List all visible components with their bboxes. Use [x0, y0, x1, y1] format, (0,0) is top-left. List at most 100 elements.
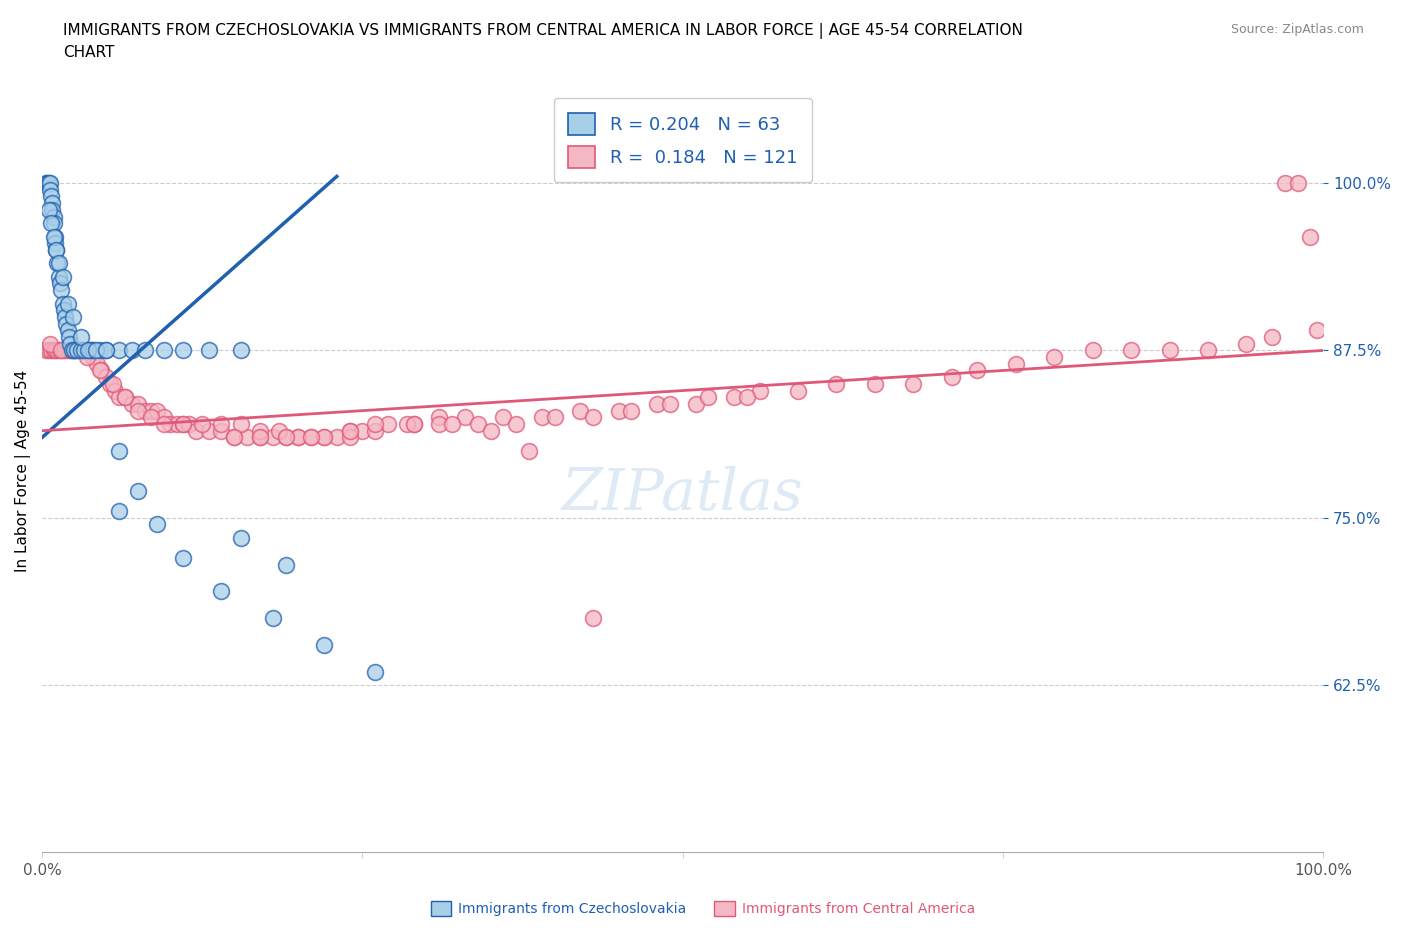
Point: [197, 423, 219, 438]
Text: IMMIGRANTS FROM CZECHOSLOVAKIA VS IMMIGRANTS FROM CENTRAL AMERICA IN LABOR FORCE: IMMIGRANTS FROM CZECHOSLOVAKIA VS IMMIGR…: [63, 23, 1024, 60]
Point: [211, 584, 233, 599]
Point: [236, 430, 259, 445]
Point: [84, 343, 107, 358]
Point: [1261, 329, 1284, 344]
Point: [645, 396, 668, 411]
Point: [479, 423, 502, 438]
Point: [146, 517, 169, 532]
Point: [262, 611, 284, 626]
Point: [58, 329, 80, 344]
Point: [229, 417, 252, 432]
Point: [39, 189, 62, 204]
Point: [299, 430, 322, 445]
Point: [114, 390, 136, 405]
Point: [172, 343, 194, 358]
Point: [66, 343, 89, 358]
Point: [42, 216, 65, 231]
Point: [134, 343, 156, 358]
Point: [38, 176, 60, 191]
Point: [46, 343, 69, 358]
Point: [723, 390, 745, 405]
Point: [82, 343, 104, 358]
Point: [59, 337, 82, 352]
Point: [53, 310, 76, 325]
Point: [38, 176, 60, 191]
Point: [582, 611, 605, 626]
Point: [76, 343, 98, 358]
Point: [427, 417, 450, 432]
Point: [184, 423, 207, 438]
Point: [121, 396, 143, 411]
Point: [42, 209, 65, 224]
Point: [104, 383, 127, 398]
Point: [108, 504, 131, 519]
Point: [172, 417, 194, 432]
Point: [1081, 343, 1104, 358]
Point: [748, 383, 770, 398]
Point: [364, 423, 387, 438]
Point: [685, 396, 707, 411]
Y-axis label: In Labor Force | Age 45-54: In Labor Force | Age 45-54: [15, 370, 31, 572]
Point: [48, 270, 70, 285]
Point: [69, 329, 91, 344]
Point: [287, 430, 309, 445]
Point: [339, 430, 361, 445]
Point: [38, 182, 60, 197]
Point: [166, 417, 188, 432]
Point: [86, 356, 108, 371]
Point: [96, 343, 118, 358]
Point: [1234, 337, 1257, 352]
Point: [49, 343, 72, 358]
Point: [274, 557, 297, 572]
Point: [1286, 176, 1309, 191]
Point: [352, 423, 374, 438]
Point: [56, 323, 79, 338]
Point: [269, 423, 291, 438]
Point: [44, 229, 66, 244]
Point: [139, 410, 162, 425]
Point: [153, 343, 176, 358]
Point: [35, 176, 58, 191]
Point: [127, 396, 149, 411]
Point: [530, 410, 553, 425]
Point: [62, 343, 84, 358]
Point: [224, 430, 246, 445]
Point: [51, 343, 73, 358]
Point: [1043, 350, 1066, 365]
Point: [51, 283, 73, 298]
Point: [55, 316, 77, 331]
Point: [339, 423, 361, 438]
Point: [249, 430, 271, 445]
Point: [35, 343, 58, 358]
Point: [127, 404, 149, 418]
Point: [76, 350, 98, 365]
Point: [172, 551, 194, 565]
Point: [82, 350, 104, 365]
Point: [96, 370, 118, 385]
Point: [1004, 356, 1026, 371]
Point: [229, 530, 252, 545]
Point: [402, 417, 425, 432]
Point: [77, 343, 100, 358]
Point: [69, 343, 91, 358]
Point: [1306, 323, 1329, 338]
Point: [172, 417, 194, 432]
Point: [467, 417, 489, 432]
Text: ZIPatlas: ZIPatlas: [562, 466, 804, 522]
Point: [52, 343, 75, 358]
Point: [903, 377, 925, 392]
Point: [66, 343, 89, 358]
Point: [65, 343, 87, 358]
Point: [108, 343, 131, 358]
Point: [56, 343, 79, 358]
Point: [582, 410, 605, 425]
Point: [787, 383, 810, 398]
Point: [46, 256, 69, 271]
Point: [80, 343, 103, 358]
Point: [211, 423, 233, 438]
Point: [69, 343, 91, 358]
Point: [139, 404, 162, 418]
Point: [59, 343, 82, 358]
Point: [53, 343, 76, 358]
Point: [735, 390, 758, 405]
